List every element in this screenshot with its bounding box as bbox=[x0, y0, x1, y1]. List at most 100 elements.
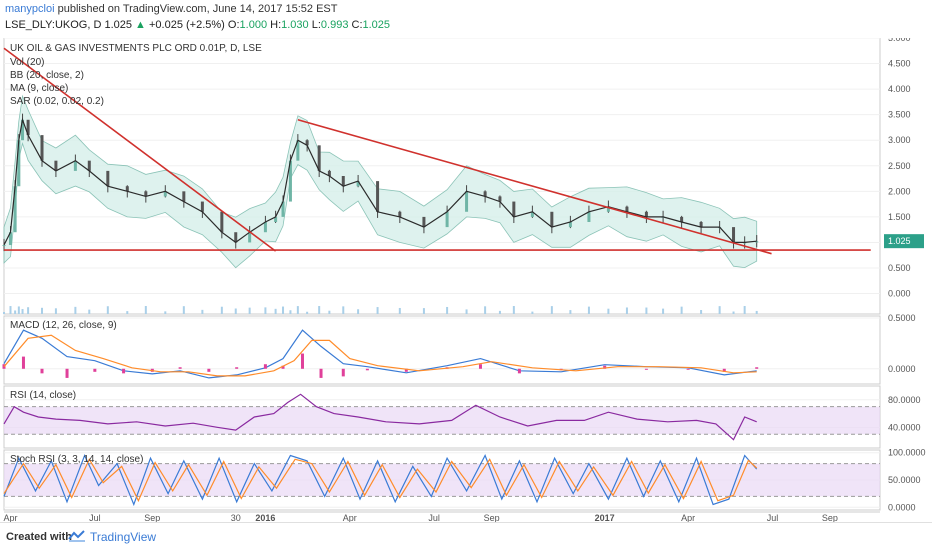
macd-histogram-bar bbox=[478, 364, 482, 369]
candle bbox=[288, 160, 292, 202]
volume-bar bbox=[398, 307, 401, 314]
pane-title: MACD (12, 26, close, 9) bbox=[10, 320, 117, 331]
close-label: C: bbox=[351, 19, 363, 31]
volume-bar bbox=[21, 309, 24, 314]
candle bbox=[26, 119, 30, 136]
volume-bar bbox=[289, 310, 292, 314]
last-price-label: 1.025 bbox=[888, 236, 911, 246]
macd-histogram-bar bbox=[341, 368, 345, 377]
volume-bar bbox=[446, 306, 449, 314]
candle bbox=[680, 216, 684, 222]
price-tick-label: 50.0000 bbox=[888, 475, 921, 485]
chart-header: manypcloi published on TradingView.com, … bbox=[0, 0, 932, 38]
volume-bar bbox=[3, 312, 5, 314]
volume-bar bbox=[662, 308, 665, 314]
macd-histogram-bar bbox=[644, 368, 648, 370]
time-tick-label: 2017 bbox=[595, 513, 615, 522]
macd-histogram-bar bbox=[235, 367, 239, 369]
macd-histogram-bar bbox=[207, 368, 211, 372]
volume-bar bbox=[296, 306, 299, 314]
series-line-k bbox=[3, 453, 758, 507]
macd-histogram-bar bbox=[319, 368, 323, 378]
price-tick-label: 80.0000 bbox=[888, 395, 921, 405]
price-tick-label: 4.000 bbox=[888, 84, 911, 94]
candle bbox=[341, 176, 345, 187]
candle bbox=[422, 216, 426, 228]
open-label: O: bbox=[227, 19, 240, 31]
volume-bar bbox=[14, 310, 17, 314]
candle bbox=[8, 232, 12, 245]
macd-histogram-bar bbox=[722, 368, 726, 372]
time-tick-label: Apr bbox=[3, 513, 17, 522]
high-value: 1.030 bbox=[281, 19, 309, 31]
macd-histogram-bar bbox=[755, 367, 759, 369]
volume-bar bbox=[9, 306, 12, 314]
quote-line: LSE_DLY:UKOG, D 1.025 ▲ +0.025 (+2.5%) O… bbox=[5, 19, 390, 31]
created-with-label: Created with bbox=[6, 531, 73, 543]
volume-bar bbox=[732, 311, 735, 314]
volume-bar bbox=[531, 311, 534, 314]
trendline[interactable] bbox=[3, 47, 277, 252]
candle bbox=[317, 145, 321, 171]
pane-frame bbox=[3, 315, 881, 385]
price-tick-label: 1.500 bbox=[888, 212, 911, 222]
pane-1[interactable]: 5.000 4.500 4.000 3.500 3.000 2.500 2.000 1.500… bbox=[2, 38, 925, 315]
last-price: 1.025 bbox=[104, 19, 132, 31]
price-tick-label: 5.000 bbox=[888, 38, 911, 43]
candle bbox=[512, 201, 516, 217]
volume-bar bbox=[342, 306, 345, 314]
candle bbox=[106, 170, 110, 187]
price-tick-label: 0.0000 bbox=[888, 364, 916, 374]
macd-histogram-bar bbox=[122, 368, 126, 374]
candle bbox=[234, 232, 238, 243]
macd-histogram-bar bbox=[404, 368, 408, 372]
series-line-rsi bbox=[3, 393, 757, 441]
published-text: published on TradingView.com, June 14, 2… bbox=[57, 3, 338, 15]
low-label: L: bbox=[311, 19, 321, 31]
volume-bar bbox=[106, 306, 109, 314]
candle bbox=[644, 211, 648, 217]
volume-bar bbox=[182, 306, 185, 314]
candle bbox=[699, 222, 703, 228]
volume-bar bbox=[484, 306, 487, 314]
candle bbox=[73, 160, 77, 171]
candle bbox=[445, 211, 449, 228]
volume-bar bbox=[550, 306, 553, 314]
chart-canvas[interactable]: 5.000 4.500 4.000 3.500 3.000 2.500 2.000 1.500… bbox=[0, 38, 932, 522]
series-line-signal bbox=[3, 334, 757, 377]
macd-histogram-bar bbox=[365, 368, 369, 371]
indicator-legend: MACD (12, 26, close, 9) RSI (14, close) St… bbox=[10, 43, 262, 465]
volume-bar bbox=[248, 307, 251, 314]
volume-bar bbox=[422, 308, 425, 314]
price-tick-label: 40.0000 bbox=[888, 422, 921, 432]
volume-bar bbox=[465, 309, 468, 314]
candle bbox=[398, 211, 402, 217]
volume-bar bbox=[680, 306, 683, 314]
macd-histogram-bar bbox=[178, 367, 182, 369]
candle bbox=[296, 140, 300, 161]
candle bbox=[220, 211, 224, 233]
volume-bar bbox=[54, 308, 57, 314]
volume-bar bbox=[144, 306, 147, 314]
pane-2[interactable]: 0.5000 0.0000 bbox=[2, 313, 916, 385]
candle bbox=[568, 222, 572, 228]
candle bbox=[200, 201, 204, 212]
pane-3[interactable]: 80.0000 40.0000 bbox=[3, 385, 921, 449]
candle bbox=[144, 191, 148, 197]
candle bbox=[21, 119, 25, 141]
main-pane-title: UK OIL & GAS INVESTMENTS PLC ORD 0.01P, … bbox=[10, 43, 262, 54]
pane-4[interactable]: 100.0000 50.0000 0.0000 bbox=[3, 448, 926, 513]
trendline[interactable] bbox=[297, 119, 772, 255]
last-price-marker bbox=[884, 234, 924, 249]
volume-bar bbox=[743, 306, 746, 314]
price-change: +0.025 (+2.5%) bbox=[149, 19, 225, 31]
macd-histogram-bar bbox=[281, 365, 285, 369]
volume-bar bbox=[625, 307, 628, 314]
high-label: H: bbox=[270, 19, 282, 31]
time-tick-label: Apr bbox=[681, 513, 695, 522]
volume-bar bbox=[88, 309, 91, 314]
username-link[interactable]: manypcloi bbox=[5, 3, 55, 15]
macd-histogram-bar bbox=[686, 368, 690, 370]
footer: Created with TradingView bbox=[0, 522, 932, 551]
volume-bar bbox=[498, 310, 501, 314]
